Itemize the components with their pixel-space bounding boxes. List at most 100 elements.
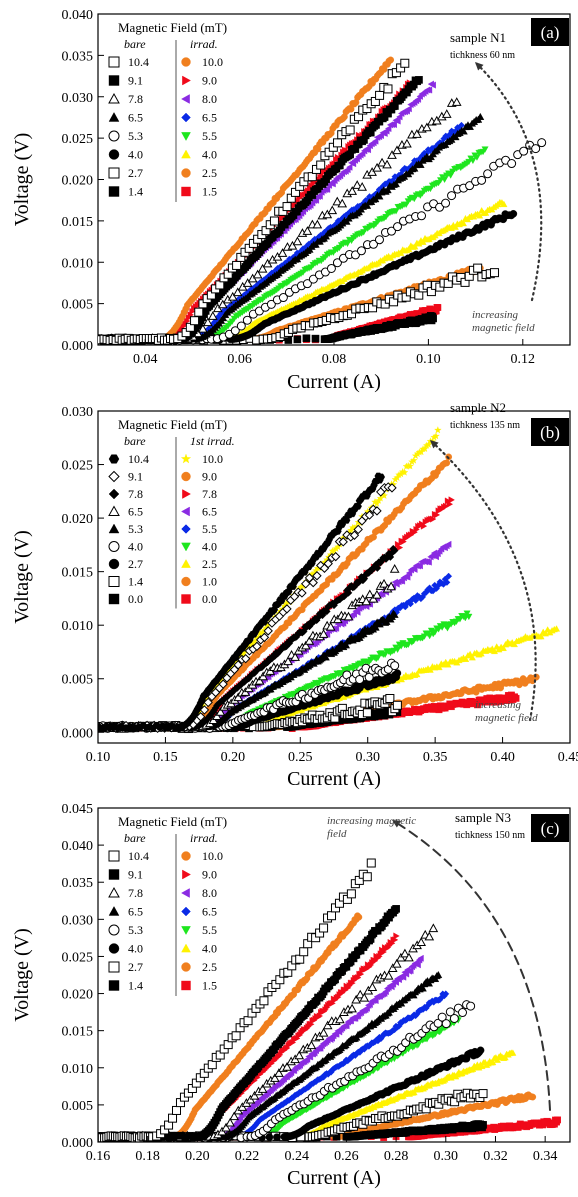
data-point	[242, 278, 253, 287]
data-point	[416, 160, 425, 168]
data-point	[392, 208, 400, 215]
data-point	[367, 167, 377, 176]
legend-label: 9.0	[202, 74, 217, 88]
data-point	[292, 236, 303, 246]
legend-marker	[108, 130, 120, 142]
data-point	[387, 483, 397, 493]
data-point	[445, 572, 453, 580]
data-point	[233, 660, 243, 670]
data-point	[385, 693, 395, 703]
x-tick-label: 0.04	[133, 352, 158, 367]
legend-marker	[108, 149, 120, 160]
data-point	[242, 315, 252, 325]
data-point	[432, 432, 440, 440]
data-point	[406, 462, 414, 470]
data-point	[389, 563, 400, 573]
data-point	[218, 679, 228, 689]
data-point	[373, 564, 382, 572]
data-point	[489, 268, 499, 278]
data-point	[232, 287, 243, 297]
data-point	[353, 524, 363, 535]
data-point	[302, 279, 312, 289]
legend-marker	[108, 56, 120, 68]
legend-label: 7.8	[128, 92, 143, 106]
series-irrad-4_0	[98, 198, 508, 344]
data-point	[325, 621, 336, 631]
data-point	[396, 544, 404, 552]
legend-label: 2.5	[202, 166, 217, 180]
data-point	[372, 162, 382, 172]
data-point	[287, 240, 298, 250]
data-point	[531, 144, 541, 154]
series-bare-1_4	[98, 311, 437, 345]
data-point	[377, 157, 387, 167]
data-point	[194, 307, 204, 317]
data-point	[333, 138, 343, 148]
data-point	[441, 109, 452, 118]
data-point	[422, 122, 432, 132]
data-point	[312, 571, 322, 581]
data-point	[443, 578, 451, 586]
annotation-text: increasing magnetic field	[472, 309, 535, 334]
legend-marker	[181, 112, 191, 123]
data-point	[451, 97, 462, 106]
data-point	[342, 641, 351, 649]
data-point	[233, 692, 244, 702]
data-point	[393, 669, 402, 677]
data-point	[410, 456, 418, 464]
data-point	[507, 159, 517, 169]
legend-label: 5.5	[202, 129, 217, 143]
data-point	[282, 202, 292, 212]
data-point	[459, 219, 468, 227]
data-point	[259, 632, 270, 643]
data-point	[398, 577, 406, 585]
data-point	[337, 198, 348, 208]
data-point	[473, 263, 483, 273]
series-bare-7_8	[98, 97, 462, 345]
legend-marker	[181, 132, 191, 141]
data-point	[332, 258, 342, 268]
data-point	[415, 76, 423, 84]
data-point	[372, 589, 382, 599]
panel-label: (a)	[541, 23, 560, 42]
data-point	[202, 317, 213, 327]
data-point	[199, 705, 210, 715]
data-point	[465, 181, 475, 191]
data-point	[207, 311, 218, 320]
data-point	[490, 647, 499, 655]
data-point	[364, 510, 375, 520]
data-point	[302, 226, 313, 235]
data-point	[354, 608, 361, 616]
data-point	[364, 589, 375, 599]
data-point	[383, 186, 392, 194]
data-point	[512, 694, 520, 702]
data-point	[385, 125, 392, 133]
data-point	[392, 700, 402, 710]
data-point	[254, 675, 265, 685]
data-point	[405, 105, 412, 113]
data-point	[349, 160, 357, 168]
annotation-line: increasing	[472, 309, 519, 321]
data-point	[429, 81, 436, 89]
data-point	[469, 157, 477, 165]
data-point	[331, 551, 341, 562]
data-point	[364, 146, 371, 154]
data-point	[212, 711, 222, 721]
data-point	[374, 235, 384, 245]
plot-frame	[97, 410, 571, 744]
data-point	[434, 304, 442, 311]
data-point	[297, 588, 307, 598]
data-point	[425, 558, 432, 566]
y-tick-label: 0.030	[62, 91, 94, 106]
legend-label: 8.0	[202, 92, 217, 106]
data-point	[509, 210, 518, 218]
data-point	[412, 596, 420, 604]
data-point	[322, 607, 331, 616]
legend-label: 6.5	[202, 111, 217, 125]
x-tick-label: 0.06	[227, 352, 252, 367]
data-point	[338, 537, 348, 547]
data-point	[500, 200, 508, 208]
data-point	[390, 121, 397, 129]
data-point	[318, 629, 329, 638]
legend-marker	[181, 168, 191, 178]
